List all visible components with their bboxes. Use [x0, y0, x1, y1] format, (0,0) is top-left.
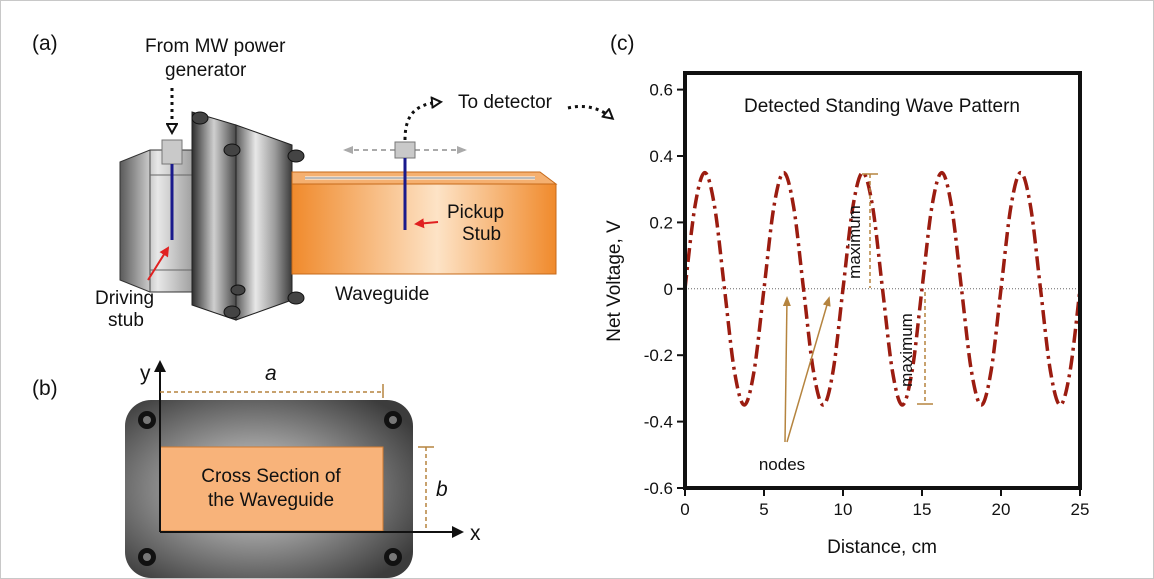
node-arrow [786, 296, 831, 443]
output-arrow [403, 102, 440, 141]
panel-label: (c) [610, 32, 635, 55]
annotation: maximum [897, 313, 916, 387]
annotation: nodes [759, 455, 805, 474]
line: Cross Section of [201, 466, 341, 487]
panel-label: (a) [32, 32, 58, 55]
line: Driving [95, 288, 154, 309]
x-label: x [470, 522, 481, 545]
y-tick-label: 0.4 [649, 147, 673, 166]
waveguide-body [291, 183, 557, 275]
panel-c: (c) Detected Standing Wave Pattern Dista… [604, 32, 1089, 558]
line: stub [108, 310, 144, 331]
connector [394, 141, 416, 159]
y-label: y [140, 362, 151, 385]
annotation: maximum [845, 205, 864, 279]
x-tick-label: 0 [680, 500, 689, 519]
panel-b: (b) Cross Section of the Waveguide y x a … [32, 360, 481, 578]
x-tick-label: 25 [1071, 500, 1090, 519]
y-tick-label: 0 [664, 280, 673, 299]
pickup-label: Pickup Stub [447, 202, 504, 245]
pointer [414, 218, 439, 229]
arrowhead [154, 360, 166, 372]
pointer [147, 246, 170, 281]
y-tick-label: -0.4 [644, 413, 673, 432]
y-tick-label: 0.2 [649, 213, 673, 232]
bolts [138, 411, 402, 566]
arrowhead [452, 526, 464, 538]
output-arrow [567, 104, 612, 118]
y-tick-label: 0.6 [649, 81, 673, 100]
width-label: a [265, 362, 277, 385]
node-arrow [782, 296, 791, 443]
bolts [191, 111, 305, 319]
x-tick-label: 20 [992, 500, 1011, 519]
x-axis-title: Distance, cm [827, 537, 937, 558]
panel-a: (a) From MW power generator To detector P… [32, 32, 612, 331]
line: generator [165, 60, 247, 81]
x-tick-label: 15 [913, 500, 932, 519]
plot-frame [683, 71, 1082, 490]
line: Stub [462, 224, 501, 245]
y-axis-title: Net Voltage, V [604, 220, 625, 342]
panel-label: (b) [32, 377, 58, 400]
cross-section [159, 446, 384, 532]
line: Pickup [447, 202, 504, 223]
connector [161, 139, 183, 165]
waveguide-label: Waveguide [335, 284, 429, 305]
height-label: b [436, 478, 448, 501]
line: the Waveguide [208, 490, 334, 511]
y-tick-label: -0.6 [644, 479, 673, 498]
line: From MW power [145, 36, 286, 57]
chart-title: Detected Standing Wave Pattern [744, 96, 1020, 117]
y-tick-label: -0.2 [644, 346, 673, 365]
flange-front [191, 111, 237, 321]
x-tick-label: 10 [834, 500, 853, 519]
detector-label: To detector [458, 92, 553, 113]
x-tick-label: 5 [759, 500, 768, 519]
section-label: Cross Section of the Waveguide [201, 466, 341, 511]
source-label: From MW power generator [145, 36, 286, 81]
driving-label: Driving stub [95, 288, 154, 331]
wave-line [683, 170, 1082, 407]
